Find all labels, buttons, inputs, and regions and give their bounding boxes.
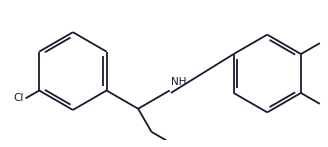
Text: NH: NH (171, 77, 186, 87)
Text: Cl: Cl (13, 93, 24, 103)
